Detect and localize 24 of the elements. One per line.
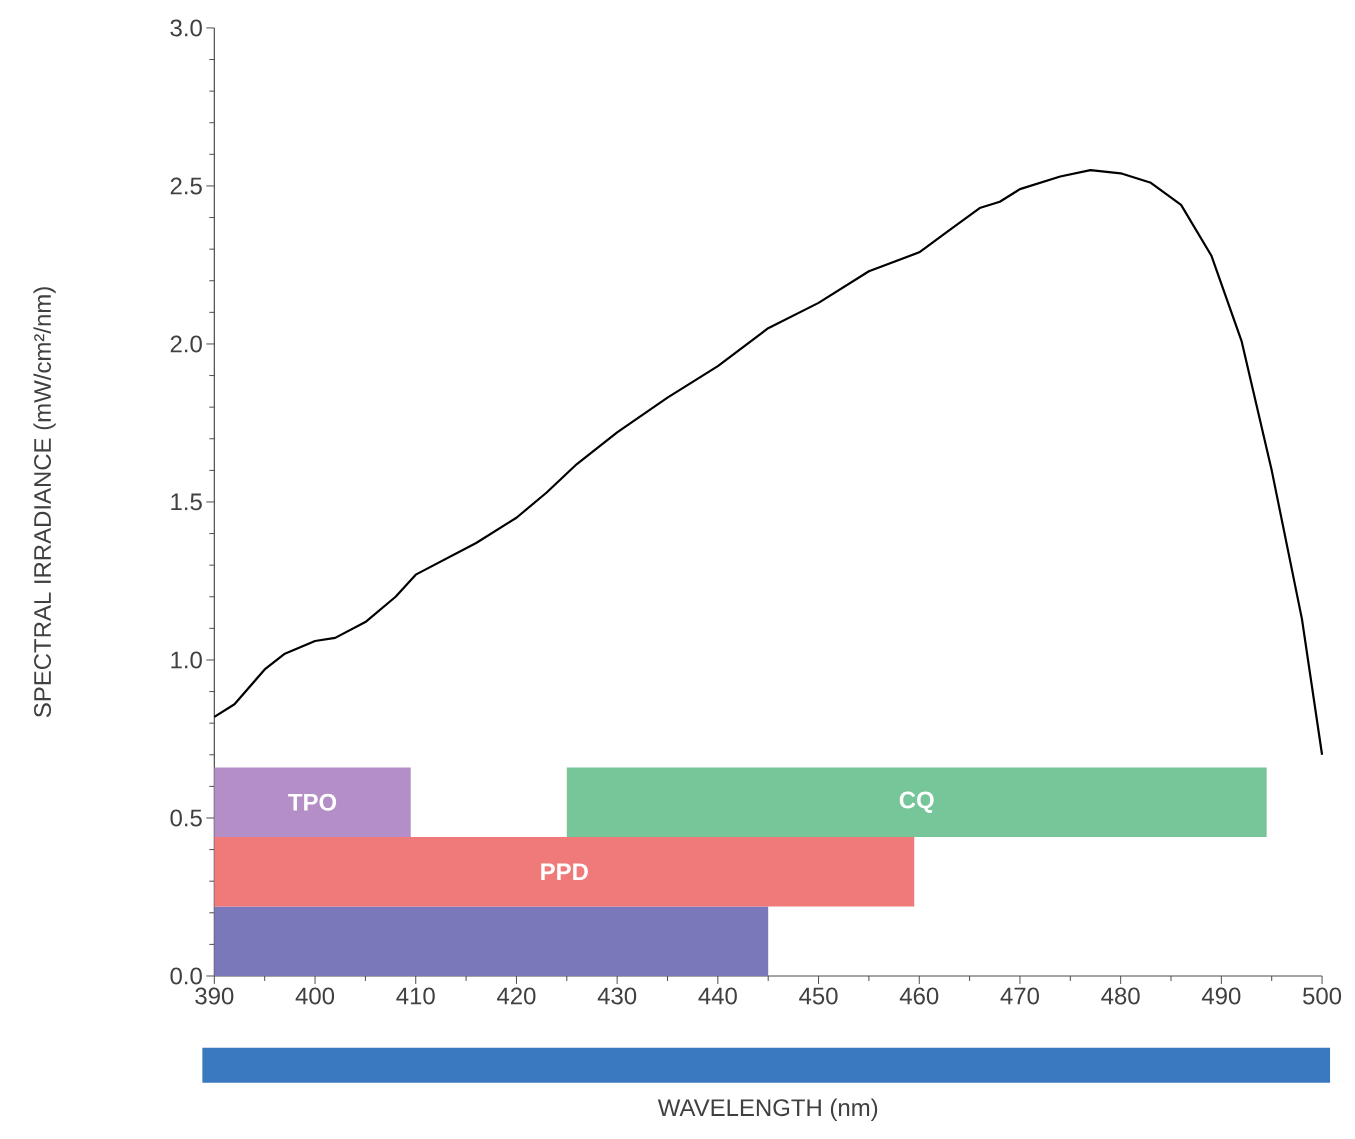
x-tick-label: 400 (295, 987, 335, 1005)
band-label: TPO (288, 793, 337, 811)
band-label: CQ (899, 791, 934, 814)
x-tick-label: 460 (899, 987, 939, 1005)
y-tick-label: 3.0 (170, 19, 202, 37)
x-tick-label: 450 (799, 987, 838, 1005)
x-tick-label: 480 (1101, 987, 1140, 1005)
band-label: PPD (541, 863, 588, 881)
x-tick-label: 490 (1201, 987, 1241, 1005)
y-tick-label: 1.0 (171, 651, 202, 669)
x-tick-label: 430 (597, 987, 637, 1005)
y-tick-label: 0.0 (170, 967, 202, 985)
y-axis-title: SPECTRAL IRRADIANCE (mW/cm²/nm) (33, 287, 56, 718)
y-tick-label: 0.5 (170, 809, 202, 827)
x-tick-label: 440 (698, 987, 737, 1005)
x-tick-label: 420 (497, 987, 536, 1005)
x-tick-label: 500 (1303, 987, 1342, 1005)
x-axis-title: WAVELENGTH (nm) (657, 1098, 878, 1122)
y-tick-label: 2.5 (170, 177, 202, 195)
y-tick-label: 1.5 (171, 493, 202, 511)
x-tick-label: 410 (396, 987, 435, 1005)
x-tick-label: 470 (1000, 987, 1039, 1005)
y-tick-label: 2.0 (170, 335, 202, 353)
x-tick-label: 390 (195, 987, 234, 1005)
